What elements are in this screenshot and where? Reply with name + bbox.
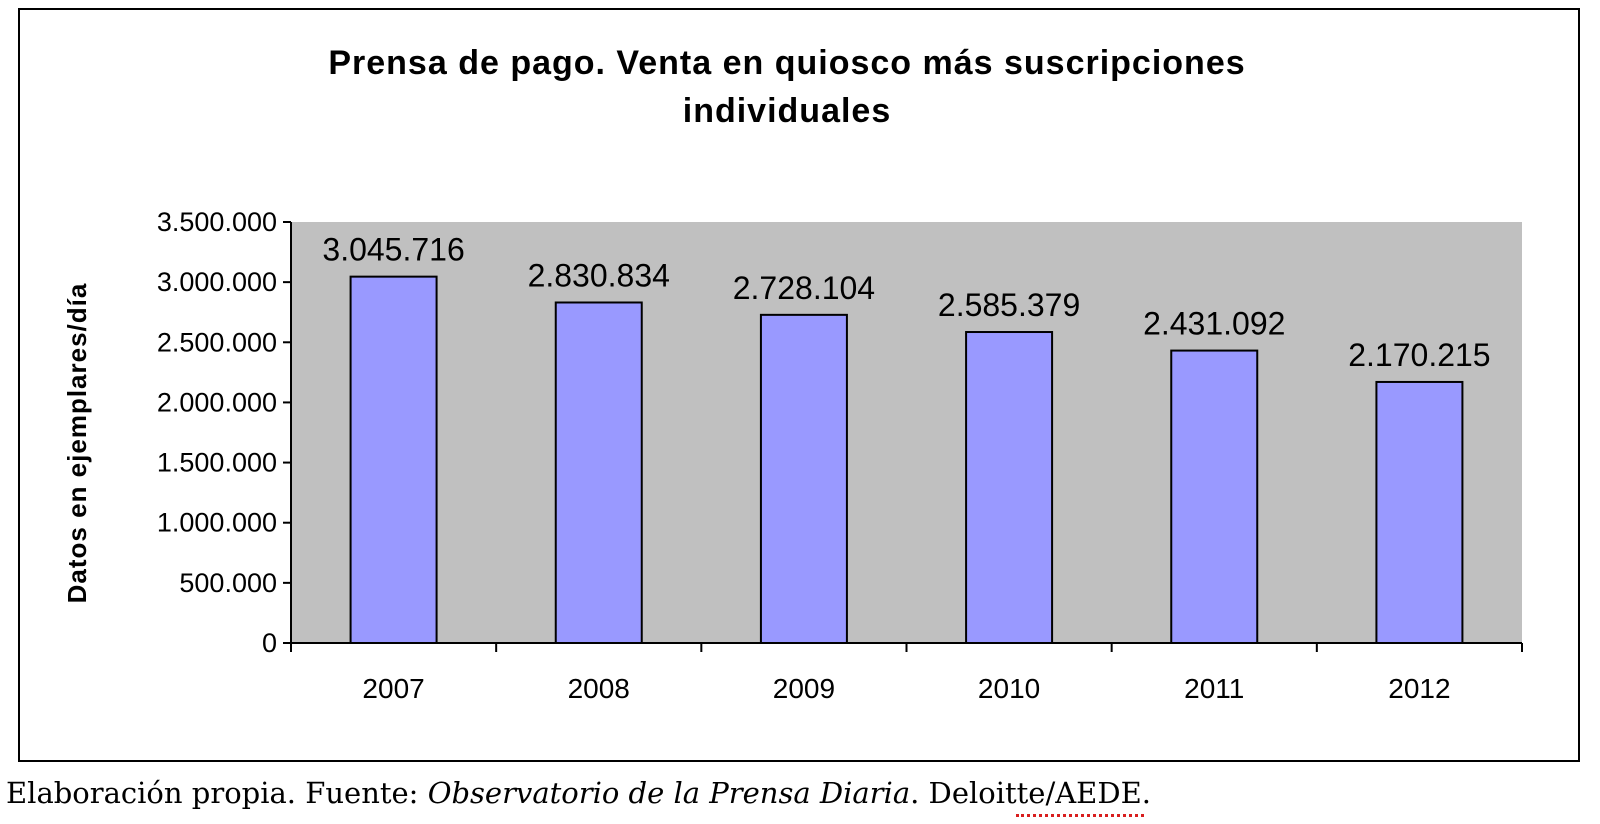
bar-chart: Prensa de pago. Venta en quiosco más sus… <box>62 44 1523 704</box>
y-tick-label: 500.000 <box>179 568 277 598</box>
y-tick-label: 2.000.000 <box>157 387 277 417</box>
chart-title-line-2: individuales <box>683 92 892 130</box>
source-title: Observatorio de la Prensa Diaria <box>427 776 911 810</box>
data-label-2008: 2.830.834 <box>528 257 670 293</box>
y-tick-label: 0 <box>262 628 277 658</box>
data-label-2011: 2.431.092 <box>1143 306 1285 342</box>
bar-2007 <box>349 275 438 644</box>
data-label-2012: 2.170.215 <box>1348 337 1490 373</box>
y-tick-label: 1.500.000 <box>157 448 277 478</box>
y-tick-label: 1.000.000 <box>157 508 277 538</box>
chart-frame: Prensa de pago. Venta en quiosco más sus… <box>18 8 1580 762</box>
source-prefix: Elaboración propia. Fuente: <box>6 776 428 810</box>
plot-area <box>291 222 1522 643</box>
chart-title-line-1: Prensa de pago. Venta en quiosco más sus… <box>328 44 1245 82</box>
data-label-2010: 2.585.379 <box>938 287 1080 323</box>
y-tick-label: 3.500.000 <box>157 207 277 237</box>
bar-2012 <box>1375 380 1464 644</box>
x-tick-label-2007: 2007 <box>362 673 424 704</box>
bar-2010 <box>965 331 1054 644</box>
spellcheck-underline <box>1016 814 1144 817</box>
bar-2008 <box>554 301 643 644</box>
data-label-2009: 2.728.104 <box>733 270 875 306</box>
bar-2009 <box>759 313 848 644</box>
x-tick-label-2010: 2010 <box>978 673 1040 704</box>
data-label-2007: 3.045.716 <box>322 232 464 268</box>
x-tick-label-2012: 2012 <box>1388 673 1450 704</box>
bar-2011 <box>1170 349 1259 644</box>
x-tick-label-2009: 2009 <box>773 673 835 704</box>
x-tick-label-2011: 2011 <box>1184 673 1244 704</box>
source-citation: Elaboración propia. Fuente: Observatorio… <box>6 776 1151 817</box>
y-axis-title: Datos en ejemplares/día <box>62 283 92 604</box>
y-tick-label: 2.500.000 <box>157 327 277 357</box>
source-suffix: . Deloitte/AEDE. <box>910 776 1151 810</box>
x-tick-label-2008: 2008 <box>568 673 630 704</box>
y-tick-label: 3.000.000 <box>157 267 277 297</box>
